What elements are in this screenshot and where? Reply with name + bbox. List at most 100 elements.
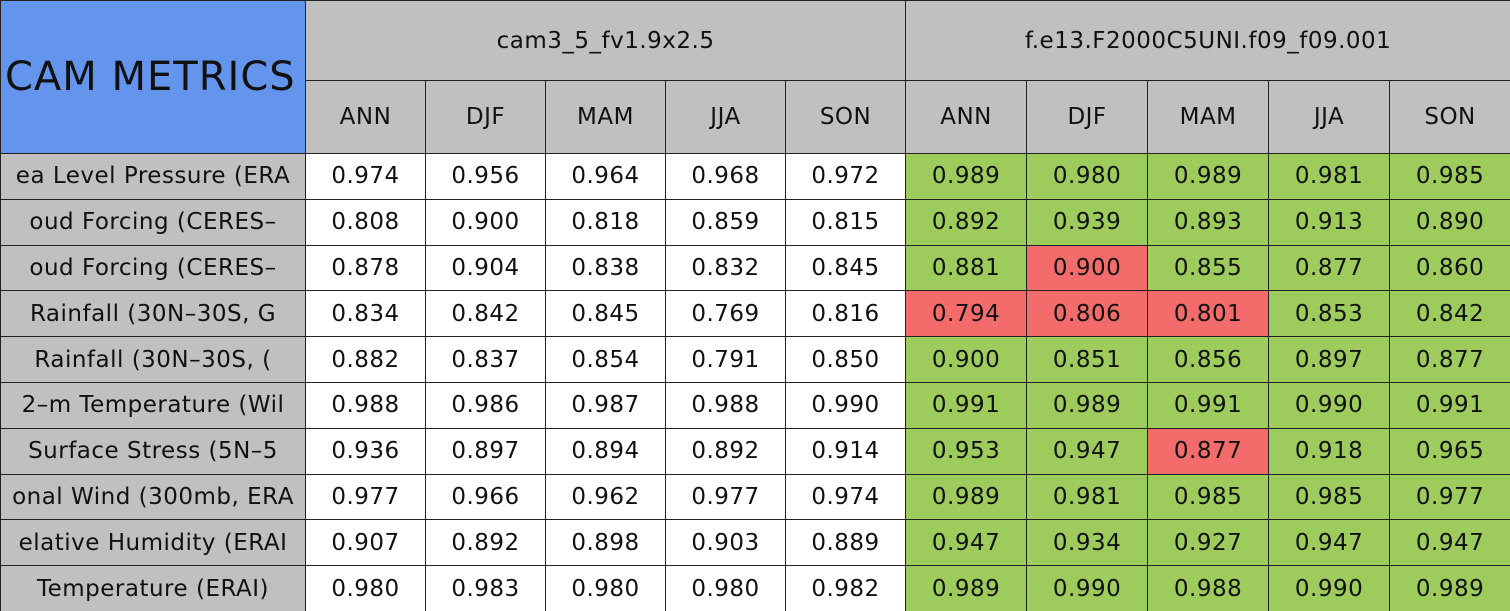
value-cell: 0.988 — [305, 381, 426, 429]
value-cell: 0.985 — [1147, 473, 1270, 521]
value-cell: 0.974 — [784, 473, 907, 521]
value-cell: 0.837 — [425, 336, 546, 383]
value-cell: 0.853 — [1268, 290, 1391, 338]
value-cell: 0.801 — [1147, 290, 1270, 338]
value-cell: 0.890 — [1389, 198, 1510, 246]
value-cell: 0.980 — [305, 565, 426, 611]
value-cell: 0.904 — [425, 244, 546, 292]
row-label: oud Forcing (CERES– — [0, 198, 306, 246]
data-row: Surface Stress (5N–5 0.936 0.897 0.894 0.892… — [0, 427, 1510, 475]
value-cell: 0.791 — [665, 336, 786, 383]
value-cell: 0.903 — [665, 519, 786, 567]
value-cell: 0.878 — [305, 244, 426, 292]
value-cell: 0.769 — [665, 290, 786, 338]
value-cell: 0.991 — [1147, 381, 1270, 429]
value-cell: 0.977 — [1389, 473, 1510, 521]
value-cell: 0.988 — [665, 381, 786, 429]
value-cell: 0.894 — [545, 427, 666, 475]
value-cell: 0.989 — [1026, 381, 1149, 429]
row-label: 2–m Temperature (Wil — [0, 381, 306, 429]
season-row: ANN DJF MAM JJA SON ANN DJF MAM JJA SON — [1, 80, 1510, 154]
value-cell: 0.968 — [665, 153, 786, 200]
value-cell: 0.972 — [784, 153, 907, 200]
row-label: oud Forcing (CERES– — [0, 244, 306, 292]
value-cell: 0.889 — [784, 519, 907, 567]
value-cell: 0.842 — [1389, 290, 1510, 338]
value-cell: 0.980 — [1026, 153, 1149, 200]
value-cell: 0.877 — [1268, 244, 1391, 292]
season-header: JJA — [1268, 80, 1391, 154]
value-cell: 0.877 — [1147, 427, 1270, 475]
value-cell: 0.845 — [784, 244, 907, 292]
value-cell: 0.816 — [784, 290, 907, 338]
value-cell: 0.947 — [1268, 519, 1391, 567]
value-cell: 0.977 — [665, 473, 786, 521]
value-cell: 0.982 — [784, 565, 907, 611]
value-cell: 0.987 — [545, 381, 666, 429]
season-header: MAM — [545, 80, 666, 154]
data-row: Temperature (ERAI) 0.980 0.983 0.980 0.980 0.… — [0, 565, 1510, 611]
value-cell: 0.907 — [305, 519, 426, 567]
value-cell: 0.966 — [425, 473, 546, 521]
row-label: Temperature (ERAI) — [0, 565, 306, 611]
value-cell: 0.794 — [905, 290, 1028, 338]
value-cell: 0.808 — [305, 198, 426, 246]
value-cell: 0.832 — [665, 244, 786, 292]
value-cell: 0.983 — [425, 565, 546, 611]
row-label: onal Wind (300mb, ERA — [0, 473, 306, 521]
value-cell: 0.859 — [665, 198, 786, 246]
data-row: onal Wind (300mb, ERA 0.977 0.966 0.962 0.97… — [0, 473, 1510, 521]
model-header: f.e13.F2000C5UNI.f09_f09.001 — [905, 0, 1510, 81]
value-cell: 0.936 — [305, 427, 426, 475]
value-cell: 0.850 — [784, 336, 907, 383]
season-header: SON — [784, 80, 907, 154]
value-cell: 0.897 — [425, 427, 546, 475]
value-cell: 0.990 — [784, 381, 907, 429]
value-cell: 0.900 — [425, 198, 546, 246]
value-cell: 0.897 — [1268, 336, 1391, 383]
value-cell: 0.882 — [305, 336, 426, 383]
row-label: elative Humidity (ERAI — [0, 519, 306, 567]
header-row: CAM METRICS cam3_5_fv1.9x2.5 f.e13.F2000C5… — [0, 0, 1510, 154]
value-cell: 0.989 — [905, 565, 1028, 611]
value-cell: 0.956 — [425, 153, 546, 200]
row-label: Rainfall (30N–30S, G — [0, 290, 306, 338]
value-cell: 0.965 — [1389, 427, 1510, 475]
value-cell: 0.881 — [905, 244, 1028, 292]
value-cell: 0.898 — [545, 519, 666, 567]
season-header: ANN — [905, 80, 1028, 154]
value-cell: 0.991 — [905, 381, 1028, 429]
value-cell: 0.854 — [545, 336, 666, 383]
value-cell: 0.834 — [305, 290, 426, 338]
table-title: CAM METRICS — [0, 0, 306, 154]
data-row: ea Level Pressure (ERA 0.974 0.956 0.964 0.9… — [0, 153, 1510, 200]
value-cell: 0.964 — [545, 153, 666, 200]
value-cell: 0.980 — [545, 565, 666, 611]
value-cell: 0.838 — [545, 244, 666, 292]
value-cell: 0.989 — [1147, 153, 1270, 200]
value-cell: 0.900 — [905, 336, 1028, 383]
value-cell: 0.806 — [1026, 290, 1149, 338]
value-cell: 0.927 — [1147, 519, 1270, 567]
row-label: Surface Stress (5N–5 — [0, 427, 306, 475]
value-cell: 0.851 — [1026, 336, 1149, 383]
value-cell: 0.962 — [545, 473, 666, 521]
value-cell: 0.842 — [425, 290, 546, 338]
value-cell: 0.947 — [1026, 427, 1149, 475]
value-cell: 0.892 — [665, 427, 786, 475]
value-cell: 0.989 — [905, 153, 1028, 200]
value-cell: 0.845 — [545, 290, 666, 338]
value-cell: 0.900 — [1026, 244, 1149, 292]
value-cell: 0.893 — [1147, 198, 1270, 246]
value-cell: 0.989 — [905, 473, 1028, 521]
data-row: Rainfall (30N–30S, G 0.834 0.842 0.845 0.769… — [0, 290, 1510, 338]
value-cell: 0.877 — [1389, 336, 1510, 383]
value-cell: 0.988 — [1147, 565, 1270, 611]
value-cell: 0.990 — [1026, 565, 1149, 611]
value-cell: 0.985 — [1268, 473, 1391, 521]
value-cell: 0.981 — [1026, 473, 1149, 521]
data-row: oud Forcing (CERES– 0.878 0.904 0.838 0.832 0… — [0, 244, 1510, 292]
value-cell: 0.918 — [1268, 427, 1391, 475]
